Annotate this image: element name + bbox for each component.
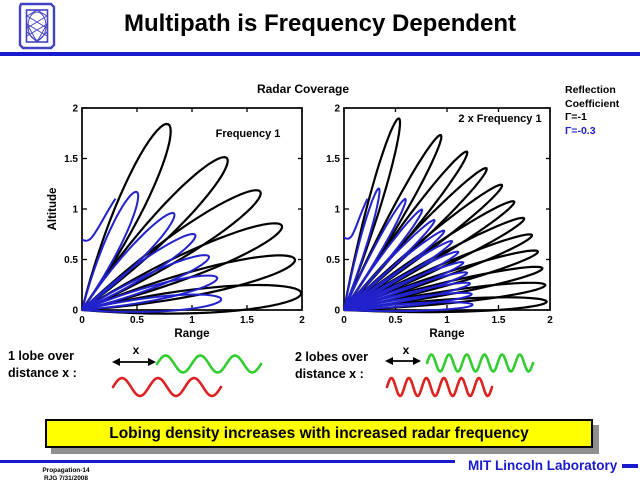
lobe-blue xyxy=(343,239,454,311)
x-tick-label: 0.5 xyxy=(389,315,403,326)
footer-organization: MIT Lincoln Laboratory xyxy=(468,458,618,473)
y-tick-label: 2 xyxy=(334,104,340,115)
x-tick-label: 0.5 xyxy=(130,315,144,326)
lobe-blue xyxy=(343,187,381,311)
y-tick-label: 1.5 xyxy=(64,154,78,165)
header-rule xyxy=(0,52,640,56)
x-tick-label: 1.5 xyxy=(492,315,506,326)
lobe-black xyxy=(342,133,443,311)
x-axis-label: Range xyxy=(429,328,464,340)
plot-right-title: 2 x Frequency 1 xyxy=(458,113,542,125)
gamma-minus-03: Γ=-0.3 xyxy=(565,124,596,137)
plot: 0 0.5 1 1.5 2 0 0.5 1 1.5 2 Range xyxy=(326,104,553,341)
footer-rule xyxy=(0,460,455,463)
wave-caption-right: 2 lobes over distance x : xyxy=(295,349,395,383)
lobe-blue xyxy=(81,274,219,311)
lobe-blue xyxy=(343,301,474,313)
lobe-blue xyxy=(343,197,407,311)
y-tick-label: 1 xyxy=(72,205,78,216)
sine-wave-green xyxy=(155,354,263,374)
lobe-blue xyxy=(343,271,469,311)
distance-x-label-right: x xyxy=(402,343,410,357)
x-tick-label: 1 xyxy=(189,315,195,326)
x-tick-label: 0 xyxy=(79,315,85,326)
lobe-black xyxy=(80,122,172,311)
lobe-black xyxy=(343,281,547,312)
reflection-note-line1: Reflection xyxy=(565,84,616,96)
wave-caption-left-line1: 1 lobe over xyxy=(8,349,74,363)
y-tick-label: 0.5 xyxy=(326,255,340,266)
conclusion-highlight-box: Lobing density increases with increased … xyxy=(45,419,593,448)
sine-wave-red xyxy=(385,376,494,398)
wave-caption-left: 1 lobe over distance x : xyxy=(8,348,118,382)
blue-entry-curve xyxy=(343,198,369,240)
lobe-black xyxy=(343,265,544,312)
y-tick-label: 0 xyxy=(334,306,340,317)
y-tick-label: 0 xyxy=(72,306,78,317)
wave-diagrams xyxy=(111,353,535,398)
wave-caption-right-line1: 2 lobes over xyxy=(295,350,368,364)
lobe-blue xyxy=(81,232,197,311)
distance-x-arrow xyxy=(385,357,421,365)
y-tick-label: 1.5 xyxy=(326,154,340,165)
figure-title: Radar Coverage xyxy=(256,82,350,96)
footer-slide-info: Propagation-14 RJG 7/31/2008 xyxy=(28,467,104,483)
blue-entry-curve xyxy=(81,198,117,242)
lobe-blue xyxy=(81,254,211,311)
axis-box xyxy=(343,107,551,311)
lobe-blue xyxy=(81,190,140,311)
plot: 0 0.5 1 1.5 2 0 0.5 1 1.5 2 Range Altitude xyxy=(47,104,305,341)
lobe-blue xyxy=(343,291,473,311)
x-tick-label: 1 xyxy=(444,315,450,326)
conclusion-text: Lobing density increases with increased … xyxy=(109,425,529,442)
x-tick-label: 1.5 xyxy=(240,315,254,326)
lobe-blue xyxy=(343,261,465,311)
x-tick-label: 2 xyxy=(547,315,553,326)
y-tick-label: 1 xyxy=(334,205,340,216)
lobe-black xyxy=(343,249,540,312)
lobe-black xyxy=(342,117,402,311)
slide-title: Multipath is Frequency Dependent xyxy=(123,10,517,37)
distance-x-label-left: x xyxy=(132,343,140,357)
radar-coverage-plots: 0 0.5 1 1.5 2 0 0.5 1 1.5 2 Range Altitude 0 0.5 1 1.5 2… xyxy=(47,104,553,341)
reflection-note-line2: Coefficient xyxy=(565,97,620,110)
distance-x-arrow xyxy=(112,358,156,366)
reflection-coefficient-note: Reflection Coefficient Γ=-1 Γ=-0.3 xyxy=(565,84,640,138)
wave-caption-right-line2: distance x : xyxy=(295,367,364,381)
footer-author-date: RJG 7/31/2008 xyxy=(43,475,89,482)
x-tick-label: 2 xyxy=(299,315,305,326)
y-tick-label: 0.5 xyxy=(64,255,78,266)
sine-wave-red xyxy=(111,376,223,398)
lobe-black xyxy=(81,283,303,315)
y-axis-label: Altitude xyxy=(47,188,59,231)
lobe-blue xyxy=(343,250,460,311)
lobe-black xyxy=(343,296,549,314)
footer-dash xyxy=(622,464,638,468)
x-axis-label: Range xyxy=(174,328,209,340)
y-tick-label: 2 xyxy=(72,104,78,115)
gamma-minus-1: Γ=-1 xyxy=(565,111,587,123)
x-tick-label: 0 xyxy=(341,315,347,326)
footer-slide-id: Propagation-14 xyxy=(42,467,90,474)
mit-lincoln-laboratory-logo xyxy=(18,2,56,50)
lobe-blue xyxy=(81,293,223,314)
lobe-blue xyxy=(343,281,472,311)
wave-caption-left-line2: distance x : xyxy=(8,366,77,380)
plot-left-title: Frequency 1 xyxy=(215,128,281,140)
sine-wave-green xyxy=(425,353,535,373)
